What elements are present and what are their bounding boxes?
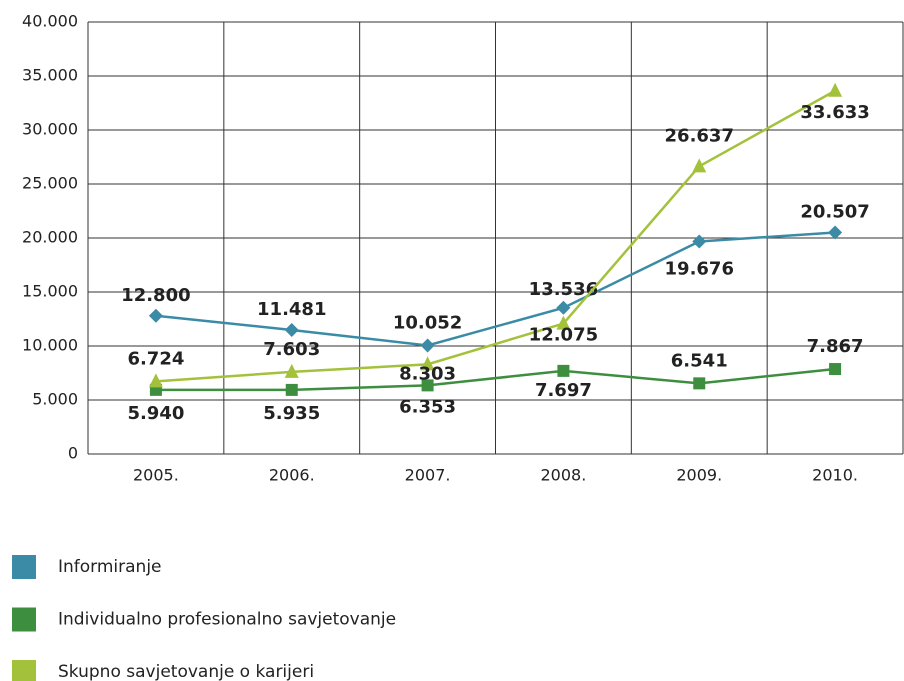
data-label: 6.353: [399, 396, 456, 417]
legend-swatch: [12, 607, 36, 632]
data-label: 10.052: [393, 312, 462, 333]
x-tick-label: 2008.: [541, 466, 587, 485]
data-label: 19.676: [665, 258, 734, 279]
y-tick-label: 5.000: [32, 390, 78, 409]
data-label: 5.935: [263, 403, 320, 424]
x-tick-label: 2005.: [133, 466, 179, 485]
marker: [692, 234, 707, 249]
y-tick-label: 20.000: [22, 228, 78, 247]
data-label: 7.867: [807, 336, 864, 357]
y-tick-label: 30.000: [22, 120, 78, 139]
x-tick-label: 2010.: [812, 466, 858, 485]
legend-label: Individualno profesionalno savjetovanje: [58, 610, 396, 630]
data-label: 33.633: [800, 102, 869, 123]
marker: [420, 356, 435, 371]
data-label: 11.481: [257, 299, 326, 320]
marker: [284, 363, 299, 378]
data-label: 7.603: [263, 339, 320, 360]
x-tick-label: 2009.: [676, 466, 722, 485]
y-tick-label: 15.000: [22, 282, 78, 301]
y-tick-label: 25.000: [22, 174, 78, 193]
data-label: 7.697: [535, 380, 592, 401]
x-tick-label: 2006.: [269, 466, 315, 485]
data-label: 6.724: [127, 348, 184, 369]
y-tick-label: 35.000: [22, 66, 78, 85]
y-tick-label: 0: [68, 444, 78, 463]
legend-swatch: [12, 555, 36, 579]
marker: [420, 338, 435, 353]
data-label: 26.637: [665, 125, 734, 146]
marker: [556, 315, 571, 330]
series-line: [155, 231, 836, 347]
marker: [284, 323, 299, 338]
marker: [557, 364, 570, 377]
marker: [148, 373, 163, 388]
marker: [829, 363, 842, 376]
y-tick-label: 10.000: [22, 336, 78, 355]
legend-swatch: [12, 660, 36, 681]
data-label: 13.536: [529, 279, 598, 300]
series-line: [155, 89, 836, 383]
marker: [285, 383, 298, 396]
legend-label: Informiranje: [58, 557, 162, 577]
marker: [148, 308, 163, 323]
x-tick-label: 2007.: [405, 466, 451, 485]
marker: [828, 82, 843, 97]
marker: [556, 300, 571, 315]
series-line: [155, 367, 836, 392]
data-label: 12.075: [529, 325, 598, 346]
data-label: 6.541: [671, 350, 728, 371]
legend-label: Skupno savjetovanje o karijeri: [58, 662, 314, 681]
marker: [828, 225, 843, 240]
marker: [693, 377, 706, 390]
data-label: 5.940: [127, 403, 184, 424]
data-label: 12.800: [121, 285, 190, 306]
y-tick-label: 40.000: [22, 12, 78, 31]
marker: [692, 158, 707, 173]
data-label: 8.303: [399, 363, 456, 384]
marker: [421, 379, 434, 392]
data-label: 20.507: [800, 202, 869, 223]
